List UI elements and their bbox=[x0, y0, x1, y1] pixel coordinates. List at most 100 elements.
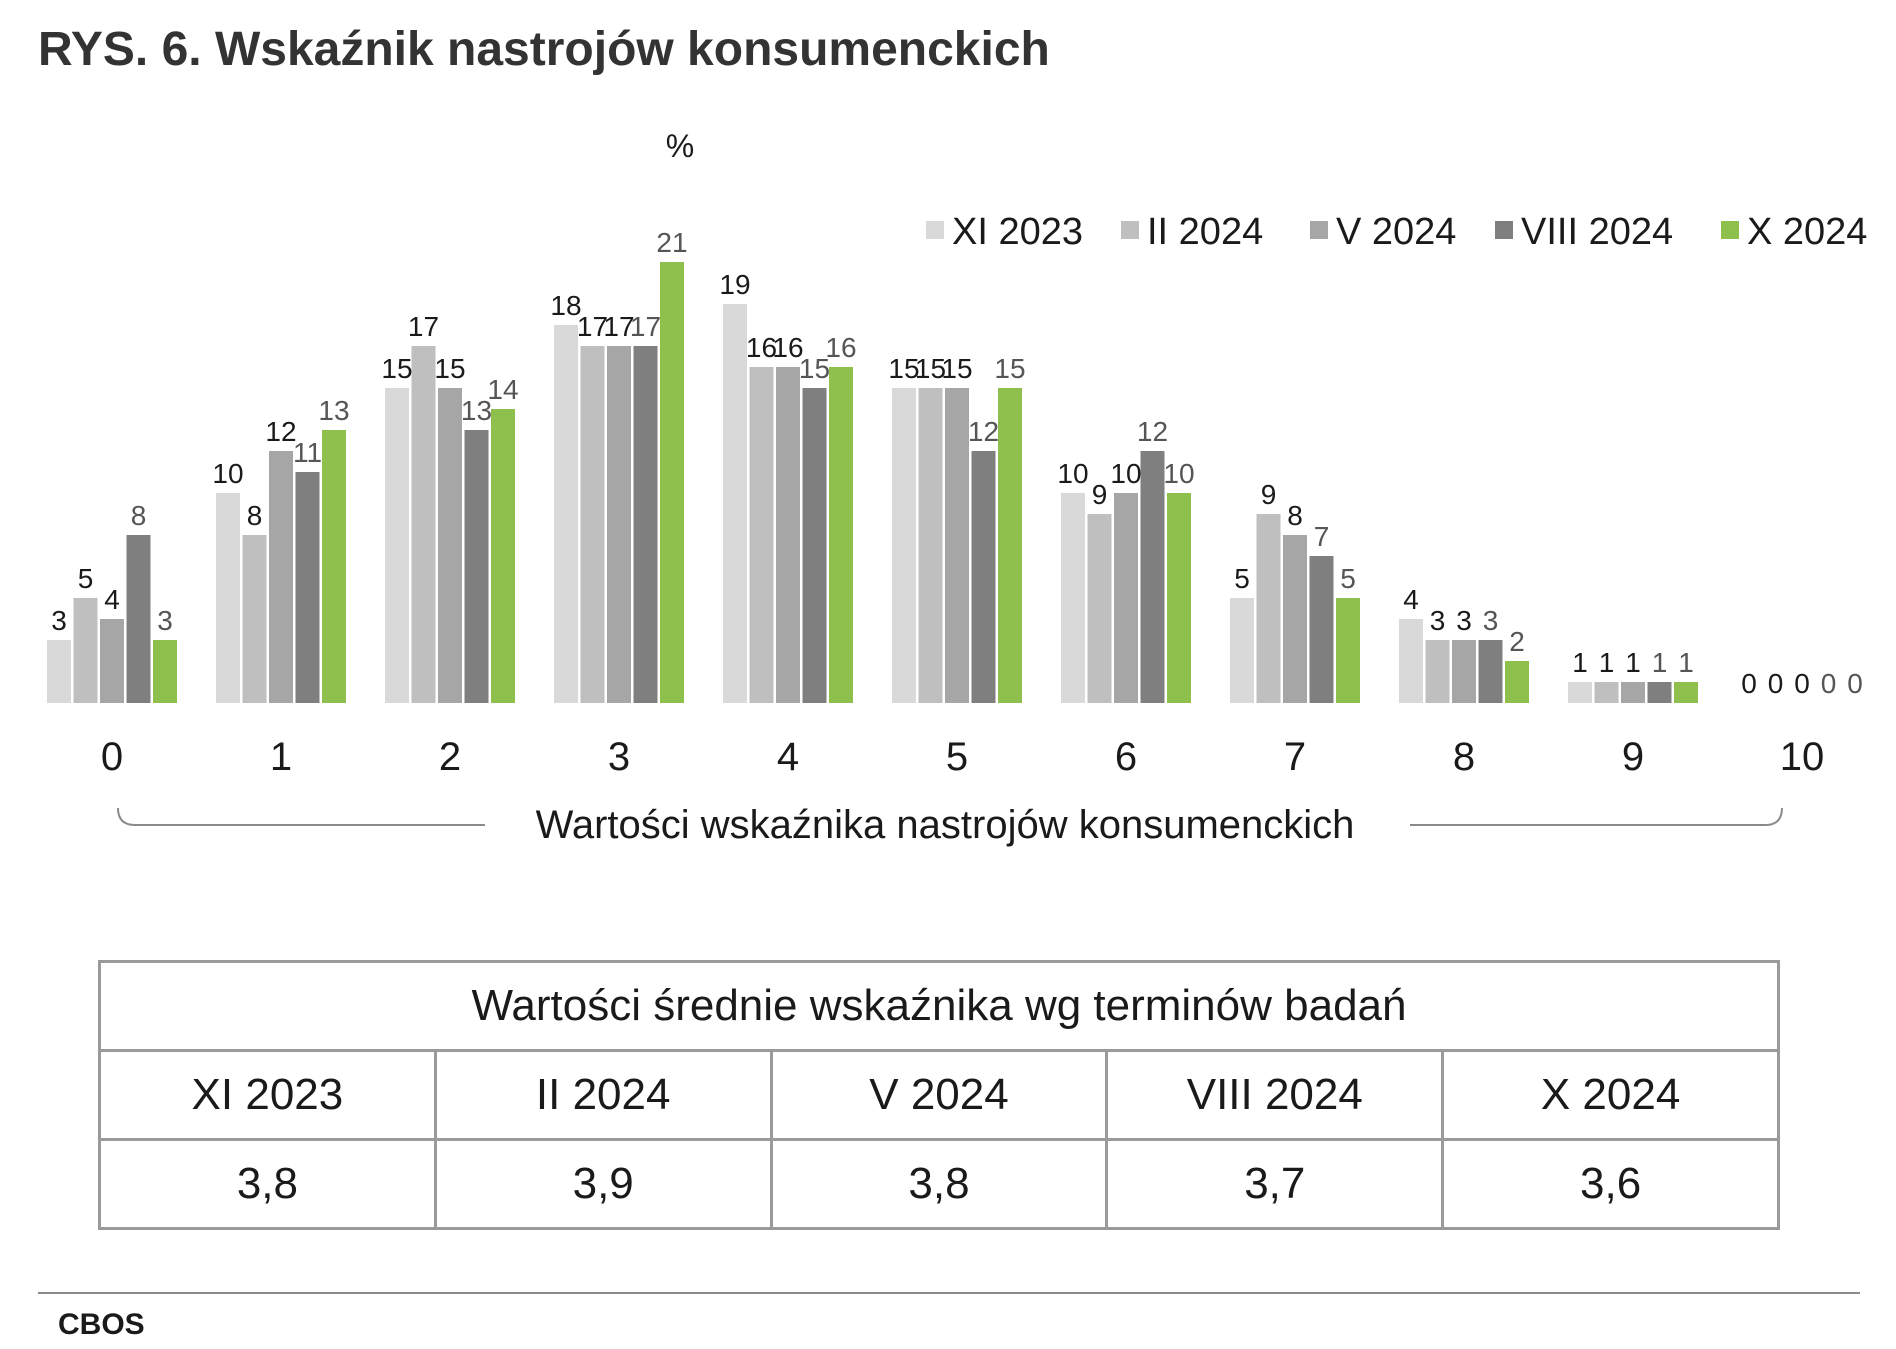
value-label: 15 bbox=[888, 353, 919, 384]
value-label: 8 bbox=[247, 500, 263, 531]
value-label: 8 bbox=[1287, 500, 1303, 531]
value-label: 12 bbox=[1137, 416, 1168, 447]
summary-column-label: X 2024 bbox=[1441, 1049, 1780, 1141]
value-label: 15 bbox=[799, 353, 830, 384]
value-label: 8 bbox=[131, 500, 147, 531]
bar bbox=[633, 346, 658, 703]
value-label: 10 bbox=[212, 458, 243, 489]
bar bbox=[1568, 682, 1592, 703]
unit-label: % bbox=[666, 128, 694, 164]
category-label: 7 bbox=[1284, 735, 1306, 779]
legend-swatch bbox=[1310, 221, 1328, 239]
bar bbox=[73, 598, 98, 703]
bar bbox=[1114, 493, 1138, 703]
summary-value: 3,7 bbox=[1105, 1138, 1445, 1230]
summary-value: 3,6 bbox=[1441, 1138, 1780, 1230]
bar bbox=[554, 325, 578, 703]
bar bbox=[945, 388, 969, 703]
value-label: 5 bbox=[1234, 563, 1250, 594]
value-label: 15 bbox=[381, 353, 412, 384]
summary-value: 3,8 bbox=[98, 1138, 437, 1230]
legend-swatch bbox=[1121, 221, 1139, 239]
bar bbox=[971, 451, 996, 703]
value-label: 5 bbox=[1340, 563, 1356, 594]
value-label: 9 bbox=[1261, 479, 1277, 510]
value-label: 10 bbox=[1163, 458, 1194, 489]
value-label: 15 bbox=[941, 353, 972, 384]
category-label: 0 bbox=[101, 735, 123, 779]
value-label: 1 bbox=[1625, 647, 1641, 678]
bar bbox=[802, 388, 827, 703]
bar bbox=[153, 640, 177, 703]
value-label: 17 bbox=[408, 311, 439, 342]
legend: XI 2023 II 2024 V 2024 VIII 2024 X 2024 bbox=[926, 211, 1867, 253]
legend-label: XI 2023 bbox=[952, 211, 1083, 253]
bar bbox=[1309, 556, 1334, 703]
bar bbox=[411, 346, 436, 703]
bar bbox=[892, 388, 916, 703]
summary-heading: Wartości średnie wskaźnika wg terminów b… bbox=[98, 960, 1780, 1052]
bar bbox=[749, 367, 774, 703]
category-label: 8 bbox=[1453, 735, 1475, 779]
value-label: 11 bbox=[293, 437, 322, 468]
value-label: 15 bbox=[994, 353, 1025, 384]
bar bbox=[269, 451, 293, 703]
legend-label: V 2024 bbox=[1336, 211, 1456, 253]
bar bbox=[126, 535, 151, 703]
value-label: 17 bbox=[577, 311, 608, 342]
value-label: 17 bbox=[603, 311, 634, 342]
legend-swatch bbox=[1495, 221, 1513, 239]
value-label: 16 bbox=[772, 332, 803, 363]
source-label: CBOS bbox=[58, 1308, 145, 1341]
legend-label: II 2024 bbox=[1147, 211, 1263, 253]
bar bbox=[385, 388, 409, 703]
value-label: 3 bbox=[157, 605, 173, 636]
chart-title: RYS. 6. Wskaźnik nastrojów konsumenckich bbox=[38, 23, 1050, 76]
value-label: 1 bbox=[1572, 647, 1588, 678]
category-label: 4 bbox=[777, 735, 799, 779]
bar bbox=[918, 388, 943, 703]
value-label: 3 bbox=[51, 605, 67, 636]
value-label: 15 bbox=[915, 353, 946, 384]
value-label: 0 bbox=[1768, 668, 1784, 699]
legend-swatch bbox=[926, 221, 944, 239]
bar bbox=[1061, 493, 1085, 703]
value-label: 0 bbox=[1847, 668, 1863, 699]
bar bbox=[660, 262, 684, 703]
value-label: 0 bbox=[1794, 668, 1810, 699]
bar bbox=[1230, 598, 1254, 703]
bar bbox=[1594, 682, 1619, 703]
value-label: 10 bbox=[1057, 458, 1088, 489]
bar bbox=[1140, 451, 1165, 703]
value-label: 0 bbox=[1821, 668, 1837, 699]
bar bbox=[491, 409, 515, 703]
summary-column-label: XI 2023 bbox=[98, 1049, 437, 1141]
bar bbox=[295, 472, 320, 703]
value-label: 3 bbox=[1430, 605, 1446, 636]
bar bbox=[464, 430, 489, 703]
value-label: 3 bbox=[1456, 605, 1472, 636]
category-label: 2 bbox=[439, 735, 461, 779]
bar-chart: % XI 2023 II 2024 V 2024 VIII 2024 X 2024 35… bbox=[47, 128, 1867, 847]
value-label: 1 bbox=[1652, 647, 1668, 678]
value-label: 14 bbox=[487, 374, 518, 405]
value-label: 0 bbox=[1741, 668, 1757, 699]
value-label: 4 bbox=[104, 584, 120, 615]
value-label: 16 bbox=[746, 332, 777, 363]
bar bbox=[322, 430, 346, 703]
bar bbox=[1647, 682, 1672, 703]
summary-column-label: V 2024 bbox=[769, 1049, 1109, 1141]
value-label: 1 bbox=[1678, 647, 1694, 678]
value-label: 2 bbox=[1509, 626, 1525, 657]
value-label: 12 bbox=[265, 416, 296, 447]
bar bbox=[1478, 640, 1503, 703]
legend-label: X 2024 bbox=[1747, 211, 1867, 253]
summary-column-label: VIII 2024 bbox=[1105, 1049, 1445, 1141]
bar bbox=[242, 535, 267, 703]
bar bbox=[438, 388, 462, 703]
bar bbox=[216, 493, 240, 703]
bar bbox=[1425, 640, 1450, 703]
summary-value: 3,8 bbox=[769, 1138, 1109, 1230]
bar bbox=[47, 640, 71, 703]
value-label: 12 bbox=[968, 416, 999, 447]
